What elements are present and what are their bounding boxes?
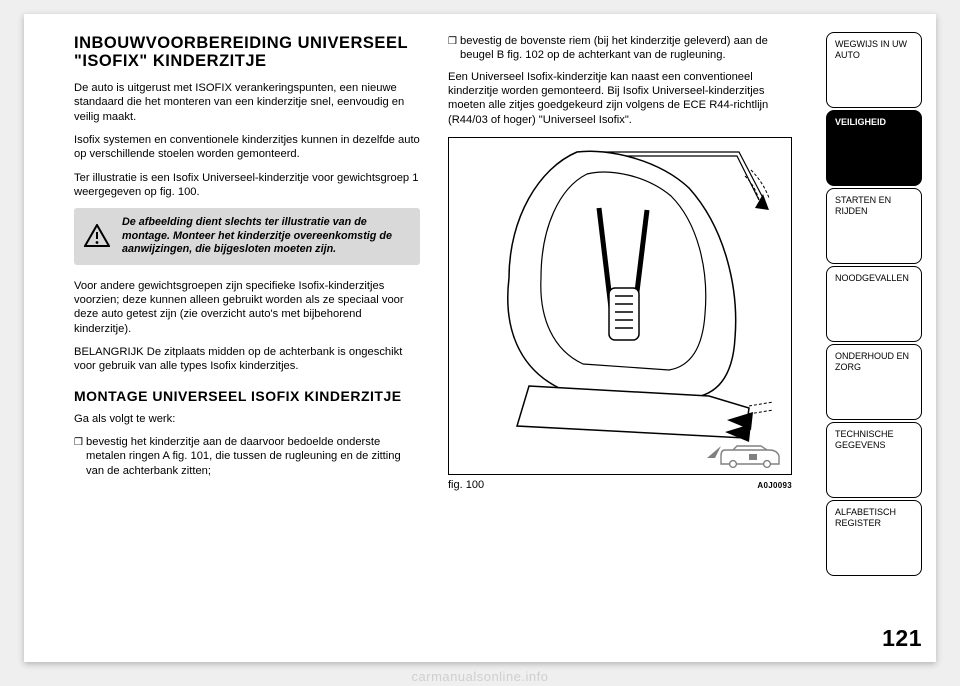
tab-veiligheid[interactable]: VEILIGHEID xyxy=(826,110,922,186)
list-item: bevestig de bovenste riem (bij het kinde… xyxy=(448,34,794,63)
tab-label: TECHNISCHE GEGEVENS xyxy=(835,429,913,451)
figure-code: A0J0093 xyxy=(757,481,792,491)
list-item: bevestig het kinderzitje aan de daarvoor… xyxy=(74,435,420,478)
left-column: INBOUWVOORBEREIDING UNIVERSEEL "ISOFIX" … xyxy=(74,34,420,646)
manual-page: INBOUWVOORBEREIDING UNIVERSEEL "ISOFIX" … xyxy=(24,14,936,662)
tab-wegwijs[interactable]: WEGWIJS IN UW AUTO xyxy=(826,32,922,108)
bullet-icon xyxy=(448,34,460,63)
paragraph-important: BELANGRIJK De zitplaats midden op de ach… xyxy=(74,345,420,374)
paragraph: Ter illustratie is een Isofix Universeel… xyxy=(74,171,420,200)
tab-register[interactable]: ALFABETISCH REGISTER xyxy=(826,500,922,576)
tab-label: ALFABETISCH REGISTER xyxy=(835,507,913,529)
figure-100: fig. 100 A0J0093 xyxy=(448,137,792,492)
page-number: 121 xyxy=(882,625,922,652)
tab-noodgevallen[interactable]: NOODGEVALLEN xyxy=(826,266,922,342)
list-item-text: bevestig het kinderzitje aan de daarvoor… xyxy=(86,435,420,478)
tab-label: WEGWIJS IN UW AUTO xyxy=(835,39,913,61)
heading-mounting: MONTAGE UNIVERSEEL ISOFIX KINDERZITJE xyxy=(74,388,420,404)
tab-label: STARTEN EN RIJDEN xyxy=(835,195,913,217)
paragraph: Ga als volgt te werk: xyxy=(74,412,420,426)
warning-icon xyxy=(84,224,110,248)
tab-onderhoud[interactable]: ONDERHOUD EN ZORG xyxy=(826,344,922,420)
watermark: carmanualsonline.info xyxy=(412,669,549,684)
warning-note: De afbeelding dient slechts ter illustra… xyxy=(74,208,420,264)
child-seat-illustration xyxy=(449,138,792,475)
figure-label: fig. 100 xyxy=(448,478,484,492)
figure-caption: fig. 100 A0J0093 xyxy=(448,478,792,492)
figure-frame xyxy=(448,137,792,475)
tab-technische[interactable]: TECHNISCHE GEGEVENS xyxy=(826,422,922,498)
list-item-text: bevestig de bovenste riem (bij het kinde… xyxy=(460,34,794,63)
content-columns: INBOUWVOORBEREIDING UNIVERSEEL "ISOFIX" … xyxy=(74,34,794,646)
paragraph: Voor andere gewichtsgroepen zijn specifi… xyxy=(74,279,420,336)
tab-starten[interactable]: STARTEN EN RIJDEN xyxy=(826,188,922,264)
warning-text: De afbeelding dient slechts ter illustra… xyxy=(122,216,392,255)
tab-label: VEILIGHEID xyxy=(835,117,886,128)
section-tabs: WEGWIJS IN UW AUTO VEILIGHEID STARTEN EN… xyxy=(826,32,922,578)
bullet-icon xyxy=(74,435,86,478)
heading-isofix-preparation: INBOUWVOORBEREIDING UNIVERSEEL "ISOFIX" … xyxy=(74,34,420,71)
tab-label: ONDERHOUD EN ZORG xyxy=(835,351,913,373)
paragraph: Isofix systemen en conventionele kinderz… xyxy=(74,133,420,162)
right-column: bevestig de bovenste riem (bij het kinde… xyxy=(448,34,794,646)
tab-label: NOODGEVALLEN xyxy=(835,273,909,284)
paragraph: De auto is uitgerust met ISOFIX veranker… xyxy=(74,81,420,124)
paragraph: Een Universeel Isofix-kinderzitje kan na… xyxy=(448,70,794,127)
